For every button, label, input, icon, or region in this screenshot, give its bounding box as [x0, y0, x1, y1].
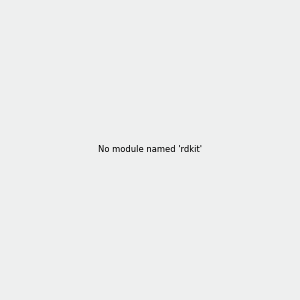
- Text: No module named 'rdkit': No module named 'rdkit': [98, 146, 202, 154]
